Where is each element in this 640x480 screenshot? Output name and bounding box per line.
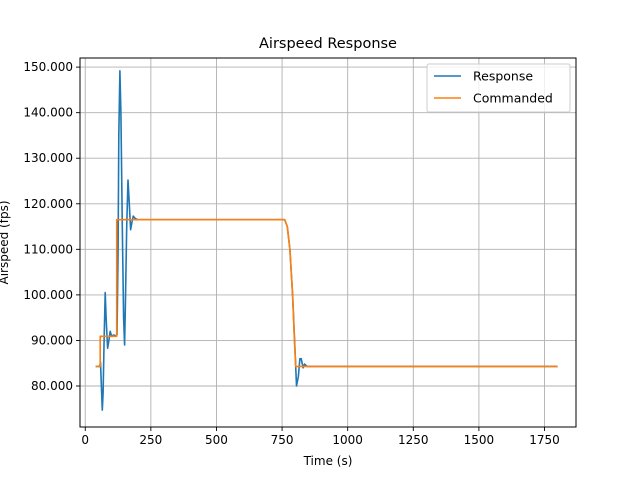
x-tick-label: 1000 [332, 433, 363, 447]
legend-label-commanded: Commanded [473, 91, 553, 106]
y-tick-label: 110.000 [23, 242, 73, 256]
legend-label-response: Response [473, 69, 533, 84]
y-tick-label: 150.000 [23, 60, 73, 74]
x-tick-label: 1750 [529, 433, 560, 447]
series-line-response [95, 70, 558, 411]
x-tick-label: 250 [139, 433, 162, 447]
x-tick-label: 1500 [464, 433, 495, 447]
x-tick-label: 500 [205, 433, 228, 447]
series-line-commanded [95, 218, 558, 368]
x-tick-label: 750 [271, 433, 294, 447]
legend: Response Commanded [426, 63, 571, 113]
x-tick-label: 0 [81, 433, 89, 447]
grid-lines [80, 58, 576, 427]
y-axis-label: Airspeed (fps) [0, 201, 11, 285]
y-tick-label: 140.000 [23, 106, 73, 120]
y-tick-label: 130.000 [23, 151, 73, 165]
y-tick-label: 80.000 [31, 379, 73, 393]
x-axis-label: Time (s) [303, 454, 353, 468]
y-tick-label: 100.000 [23, 288, 73, 302]
chart-title: Airspeed Response [259, 36, 397, 52]
axis-ticks: 0 250 500 750 1000 1250 1500 1750 80.000 90.000 10… [23, 60, 559, 447]
y-tick-label: 120.000 [23, 197, 73, 211]
y-tick-label: 90.000 [31, 333, 73, 347]
legend-box [426, 63, 571, 113]
x-tick-label: 1250 [398, 433, 429, 447]
plot-frame [79, 57, 577, 428]
plot-series [95, 70, 558, 411]
